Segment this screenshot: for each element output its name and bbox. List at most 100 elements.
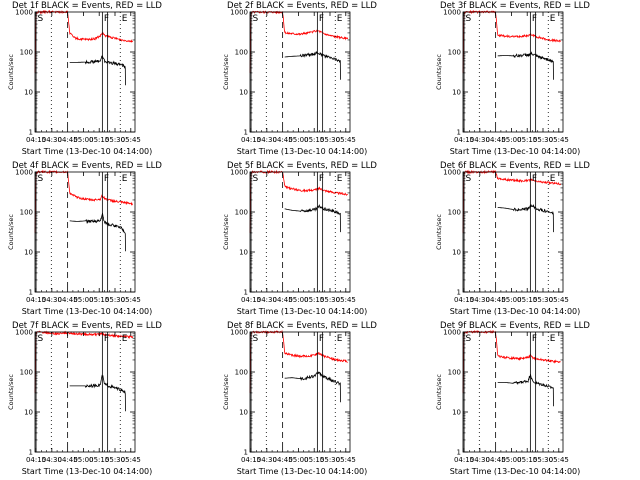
- marker-label: F: [532, 174, 537, 184]
- x-tick-label: 04:15: [454, 296, 474, 304]
- x-tick-label: 05:15: [304, 136, 324, 144]
- chart-title: Det 2f BLACK = Events, RED = LLD: [227, 1, 377, 11]
- y-tick-label: 10: [24, 89, 33, 97]
- events-series-line: [69, 55, 126, 86]
- y-axis-label: Counts/sec: [435, 374, 443, 410]
- x-tick-label: 04:45: [486, 136, 506, 144]
- chart-title: Det 5f BLACK = Events, RED = LLD: [227, 161, 377, 171]
- lld-series-line: [34, 169, 133, 233]
- y-tick-label: 100: [235, 49, 248, 57]
- y-tick-label: 1000: [230, 169, 248, 177]
- x-tick-label: 04:15: [241, 296, 261, 304]
- y-tick-label: 1000: [443, 9, 461, 17]
- x-tick-label: 05:00: [288, 296, 308, 304]
- x-tick-label: 05:30: [320, 456, 340, 464]
- plot-frame: [249, 171, 351, 293]
- x-tick-label: 05:30: [533, 296, 553, 304]
- x-tick-label: 04:30: [470, 456, 490, 464]
- y-axis-label: Counts/sec: [435, 214, 443, 250]
- y-tick-label: 1: [244, 289, 248, 297]
- events-series-line: [69, 212, 126, 252]
- marker-label: F: [319, 334, 324, 344]
- x-tick-label: 05:00: [288, 456, 308, 464]
- y-tick-label: 1000: [15, 329, 33, 337]
- x-axis-label: Start Time (13-Dec-10 04:14:00): [22, 147, 153, 156]
- y-tick-label: 10: [452, 249, 461, 257]
- marker-label: F: [319, 174, 324, 184]
- x-axis-label: Start Time (13-Dec-10 04:14:00): [237, 307, 368, 316]
- x-tick-label: 04:45: [58, 136, 78, 144]
- y-tick-label: 1: [457, 129, 461, 137]
- x-tick-label: 04:45: [58, 456, 78, 464]
- plot-frame: [34, 11, 136, 133]
- y-tick-label: 1000: [15, 9, 33, 17]
- y-tick-label: 10: [24, 249, 33, 257]
- lld-series-line: [249, 329, 348, 393]
- events-series-line: [69, 374, 126, 412]
- y-tick-label: 1: [457, 449, 461, 457]
- x-tick-label: 04:15: [26, 136, 46, 144]
- events-series-line: [497, 204, 554, 233]
- x-tick-label: 05:30: [105, 456, 125, 464]
- marker-label: S: [253, 334, 259, 344]
- x-tick-label: 05:30: [320, 296, 340, 304]
- marker-label: F: [104, 14, 109, 24]
- y-tick-label: 1: [29, 449, 33, 457]
- x-tick-label: 05:15: [89, 296, 109, 304]
- y-axis-label: Counts/sec: [7, 54, 15, 90]
- y-tick-label: 100: [448, 369, 461, 377]
- x-tick-label: 05:45: [121, 296, 141, 304]
- y-tick-label: 1: [29, 129, 33, 137]
- y-axis-label: Counts/sec: [222, 214, 230, 250]
- x-tick-label: 04:45: [273, 456, 293, 464]
- x-axis-label: Start Time (13-Dec-10 04:14:00): [450, 307, 581, 316]
- y-axis-label: Counts/sec: [7, 214, 15, 250]
- events-series-line: [284, 371, 341, 403]
- lld-series-line: [462, 329, 561, 393]
- marker-label: E: [122, 14, 128, 24]
- y-tick-label: 1: [457, 289, 461, 297]
- x-tick-label: 05:15: [517, 296, 537, 304]
- x-tick-label: 05:45: [549, 456, 569, 464]
- detector-panel: Det 4f BLACK = Events, RED = LLD Counts/s…: [7, 161, 162, 316]
- events-series-line: [284, 204, 341, 233]
- y-tick-label: 10: [239, 249, 248, 257]
- chart-title: Det 4f BLACK = Events, RED = LLD: [12, 161, 162, 171]
- x-tick-label: 05:45: [336, 456, 356, 464]
- x-axis-label: Start Time (13-Dec-10 04:14:00): [237, 147, 368, 156]
- y-tick-label: 10: [239, 89, 248, 97]
- y-tick-label: 1000: [443, 169, 461, 177]
- y-tick-label: 100: [448, 209, 461, 217]
- marker-label: F: [104, 334, 109, 344]
- x-tick-label: 04:30: [42, 296, 62, 304]
- detector-panel: Det 5f BLACK = Events, RED = LLD Counts/s…: [222, 161, 377, 316]
- y-tick-label: 1: [29, 289, 33, 297]
- x-tick-label: 05:15: [517, 136, 537, 144]
- chart-title: Det 7f BLACK = Events, RED = LLD: [12, 321, 162, 331]
- x-tick-label: 05:15: [304, 456, 324, 464]
- marker-label: E: [550, 14, 556, 24]
- detector-panel: Det 9f BLACK = Events, RED = LLD Counts/s…: [435, 321, 590, 476]
- detector-panel: Det 7f BLACK = Events, RED = LLD Counts/s…: [7, 321, 162, 476]
- detector-panel: Det 3f BLACK = Events, RED = LLD Counts/s…: [435, 1, 590, 156]
- x-tick-label: 05:00: [501, 456, 521, 464]
- plot-frame: [462, 331, 564, 453]
- y-tick-label: 100: [20, 369, 33, 377]
- x-tick-label: 04:15: [241, 136, 261, 144]
- x-axis-label: Start Time (13-Dec-10 04:14:00): [450, 147, 581, 156]
- plot-frame: [249, 331, 351, 453]
- x-tick-label: 05:15: [304, 296, 324, 304]
- plot-frame: [34, 171, 136, 293]
- marker-label: S: [38, 174, 44, 184]
- x-tick-label: 04:45: [486, 456, 506, 464]
- y-axis-label: Counts/sec: [222, 54, 230, 90]
- y-tick-label: 10: [452, 409, 461, 417]
- chart-title: Det 1f BLACK = Events, RED = LLD: [12, 1, 162, 11]
- x-tick-label: 05:30: [533, 456, 553, 464]
- y-tick-label: 1000: [15, 169, 33, 177]
- marker-label: S: [38, 14, 44, 24]
- chart-title: Det 9f BLACK = Events, RED = LLD: [440, 321, 590, 331]
- x-tick-label: 04:45: [273, 136, 293, 144]
- chart-title: Det 6f BLACK = Events, RED = LLD: [440, 161, 590, 171]
